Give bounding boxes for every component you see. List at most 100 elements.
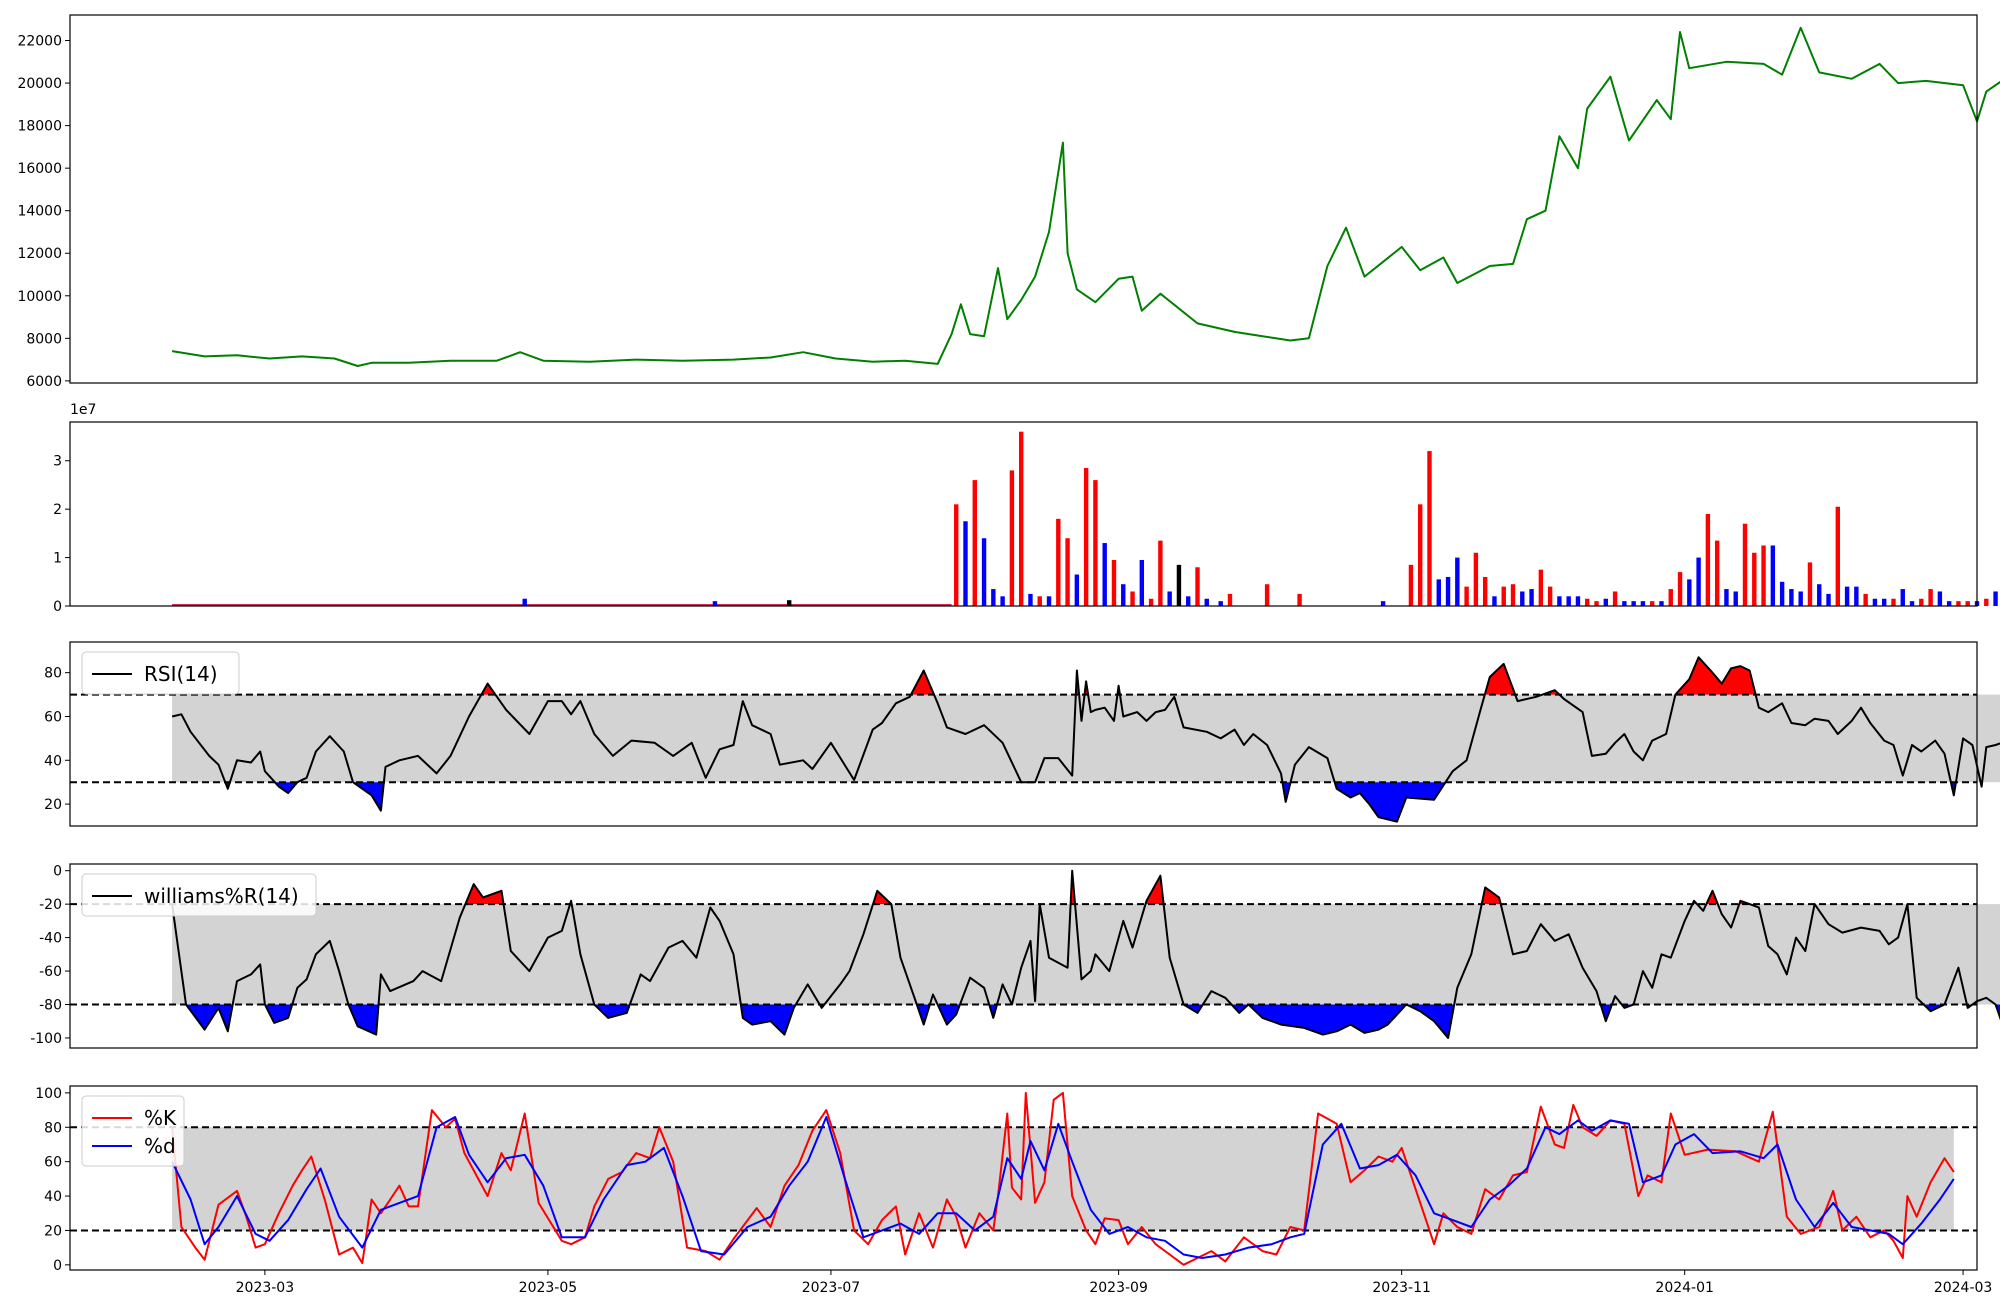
volume-bar bbox=[1714, 540, 1720, 606]
volume-bar bbox=[1056, 518, 1061, 606]
volume-bar bbox=[1844, 586, 1850, 606]
volume-bar bbox=[1218, 601, 1223, 606]
volume-exponent-label: 1e7 bbox=[70, 402, 96, 418]
volume-bar bbox=[1102, 543, 1107, 606]
volume-bar bbox=[1473, 552, 1479, 606]
volume-bar bbox=[1612, 591, 1618, 606]
volume-bar bbox=[1659, 601, 1664, 606]
volume-bar bbox=[1520, 591, 1525, 606]
price-line bbox=[171, 26, 2000, 367]
volume-bar bbox=[1130, 591, 1135, 606]
volume-bar bbox=[1770, 545, 1776, 606]
williams-oversold-fill bbox=[916, 1004, 930, 1025]
volume-bar bbox=[1510, 584, 1516, 606]
williams-oversold-fill bbox=[348, 1004, 379, 1035]
volume-bar bbox=[1204, 598, 1209, 606]
rsi-legend-label: RSI(14) bbox=[144, 662, 218, 686]
williams-overbought-fill bbox=[465, 884, 504, 905]
volume-bar bbox=[1826, 593, 1831, 606]
volume-bar bbox=[1575, 596, 1581, 606]
stochastic-axes-frame bbox=[69, 1085, 1978, 1271]
volume-bar bbox=[522, 598, 527, 606]
volume-bar bbox=[1436, 579, 1441, 606]
text-layer: 6000800010000120001400016000180002000022… bbox=[17, 34, 1992, 1296]
volume-bar bbox=[1752, 552, 1757, 606]
volume-bar bbox=[1937, 591, 1943, 606]
volume-bar bbox=[1603, 598, 1609, 606]
williams-legend-box bbox=[81, 873, 317, 917]
volume-bar bbox=[1946, 601, 1952, 606]
rsi-y-tick-label: 40 bbox=[44, 753, 62, 769]
volume-bar bbox=[1622, 601, 1627, 606]
williams-y-tick-label: -80 bbox=[39, 998, 62, 1014]
volume-y-tick-label: 2 bbox=[53, 502, 62, 518]
stochastic-y-tick-label: 60 bbox=[44, 1155, 62, 1171]
volume-bar bbox=[1046, 596, 1052, 606]
volume-bar bbox=[963, 521, 968, 606]
rsi-overbought-fill bbox=[1484, 663, 1516, 695]
x-tick-label: 2023-07 bbox=[802, 1280, 861, 1296]
stochastic-y-tick-label: 80 bbox=[44, 1120, 62, 1136]
rsi-y-tick-label: 60 bbox=[44, 709, 62, 725]
volume-bar bbox=[991, 589, 996, 606]
volume-bar bbox=[1482, 576, 1488, 606]
x-tick-label: 2023-11 bbox=[1372, 1280, 1431, 1296]
price-y-tick-label: 10000 bbox=[17, 289, 62, 305]
rsi-overbought-fill bbox=[481, 683, 496, 695]
volume-y-tick-label: 3 bbox=[53, 454, 62, 470]
volume-bar bbox=[1139, 560, 1145, 606]
axes-layer bbox=[65, 14, 1978, 1275]
volume-bar bbox=[1148, 598, 1154, 606]
price-y-tick-label: 14000 bbox=[17, 204, 62, 220]
williams-oversold-fill bbox=[937, 1004, 960, 1025]
volume-bar bbox=[1807, 562, 1813, 606]
volume-bar bbox=[1408, 564, 1414, 606]
volume-bar bbox=[1965, 601, 1970, 606]
volume-bar bbox=[1455, 557, 1460, 606]
volume-bar bbox=[1677, 572, 1683, 606]
rsi-axes-frame bbox=[69, 641, 1978, 827]
williams-oversold-fill bbox=[1248, 1004, 1407, 1035]
volume-baseline-bars bbox=[172, 604, 952, 606]
williams-band bbox=[172, 904, 2000, 1005]
volume-bar bbox=[1418, 504, 1423, 606]
williams-y-tick-label: 0 bbox=[53, 864, 62, 880]
volume-bar bbox=[1427, 451, 1432, 606]
volume-bar bbox=[981, 538, 987, 606]
volume-bar bbox=[712, 601, 718, 606]
volume-bar bbox=[1158, 540, 1163, 606]
volume-bar bbox=[1538, 569, 1544, 606]
volume-bar bbox=[1227, 593, 1233, 606]
volume-bar bbox=[1093, 480, 1098, 606]
stochastic-band bbox=[172, 1127, 1954, 1231]
volume-bar bbox=[1631, 601, 1636, 606]
stochastic-legend-label: %d bbox=[144, 1134, 176, 1158]
volume-bar bbox=[1900, 589, 1905, 606]
volume-bar bbox=[1909, 601, 1915, 606]
volume-y-tick-label: 1 bbox=[53, 551, 62, 567]
williams-oversold-fill bbox=[1600, 1004, 1612, 1022]
volume-bar bbox=[1668, 589, 1673, 606]
x-tick-label: 2023-09 bbox=[1089, 1280, 1148, 1296]
x-tick-label: 2024-03 bbox=[1934, 1280, 1993, 1296]
williams-y-tick-label: -60 bbox=[39, 964, 62, 980]
volume-bar bbox=[1529, 589, 1534, 606]
price-axes-frame bbox=[69, 14, 1978, 384]
williams-oversold-fill bbox=[740, 1004, 796, 1035]
volume-bar bbox=[1264, 584, 1270, 606]
rsi-series-line-0 bbox=[171, 656, 2000, 823]
volume-bar bbox=[1501, 586, 1506, 606]
volume-bar bbox=[1835, 506, 1841, 606]
volume-bar bbox=[1650, 601, 1655, 606]
volume-bar bbox=[1547, 586, 1553, 606]
volume-bar bbox=[1984, 598, 1989, 606]
volume-axes-frame bbox=[69, 421, 1978, 607]
volume-bar bbox=[1176, 564, 1182, 606]
volume-bar bbox=[1297, 593, 1302, 606]
rsi-y-tick-label: 20 bbox=[44, 797, 62, 813]
volume-bar bbox=[1891, 598, 1896, 606]
williams-overbought-fill bbox=[1145, 875, 1164, 905]
volume-bar bbox=[1186, 596, 1191, 606]
volume-bar bbox=[1882, 598, 1887, 606]
volume-bar bbox=[1733, 591, 1738, 606]
